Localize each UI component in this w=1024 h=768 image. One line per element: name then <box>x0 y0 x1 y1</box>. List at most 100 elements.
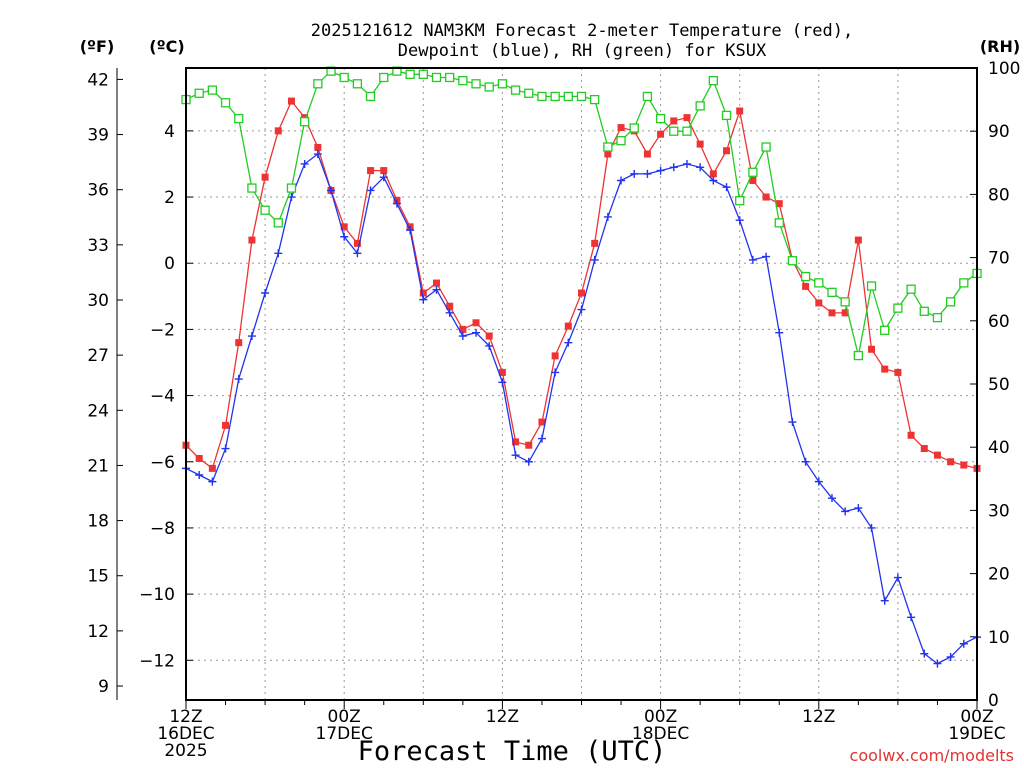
temperature-point <box>578 289 585 297</box>
rh-point <box>471 79 481 89</box>
rh-point <box>537 91 547 102</box>
rh-point <box>642 91 653 102</box>
temperature-point <box>222 421 230 429</box>
rh-point <box>220 98 231 108</box>
temperature-point <box>960 461 968 469</box>
time-tick-label: 18DEC <box>632 724 689 744</box>
rh-point <box>853 350 863 361</box>
dewpoint-point <box>762 252 771 261</box>
dewpoint-point <box>880 596 889 605</box>
temperature-point <box>868 345 876 353</box>
rh-point <box>458 75 468 86</box>
dewpoint-point <box>274 249 283 258</box>
rh-point <box>313 79 323 89</box>
rh-point <box>524 88 534 98</box>
rh-point <box>273 218 283 228</box>
rh-point <box>550 91 560 102</box>
temperature-point <box>736 107 744 115</box>
dewpoint-point <box>814 477 823 486</box>
celsius-tick-label: 4 <box>164 122 175 142</box>
rh-point <box>590 94 600 105</box>
rh-tick-label: 30 <box>988 501 1010 521</box>
rh-point <box>286 183 297 193</box>
temperature-point <box>512 438 520 446</box>
celsius-tick-label: −6 <box>150 453 175 473</box>
fahrenheit-tick-label: 30 <box>87 291 109 311</box>
dewpoint-point <box>472 328 481 337</box>
fahrenheit-tick-label: 18 <box>87 512 109 532</box>
rh-point <box>866 281 877 291</box>
fahrenheit-tick-label: 33 <box>87 236 109 256</box>
temperature-point <box>841 309 849 317</box>
temperature-point <box>709 170 717 178</box>
time-tick-label: 17DEC <box>316 724 373 744</box>
fahrenheit-tick-label: 27 <box>87 346 109 366</box>
temperature-point <box>195 454 203 462</box>
celsius-tick-label: 0 <box>164 254 175 274</box>
fahrenheit-unit-label: (ºF) <box>80 37 115 56</box>
temperature-point <box>538 418 546 426</box>
temperature-point <box>604 150 612 158</box>
time-tick-label: 00Z <box>960 707 993 727</box>
dewpoint-point <box>682 159 691 168</box>
dewpoint-point <box>696 163 705 172</box>
rh-point <box>352 79 363 89</box>
dewpoint-point <box>327 186 336 195</box>
rh-tick-label: 40 <box>988 438 1010 458</box>
fahrenheit-tick-label: 24 <box>87 401 109 421</box>
time-tick-label: 00Z <box>328 707 361 727</box>
dewpoint-point <box>208 477 217 486</box>
rh-point <box>445 72 455 83</box>
temperature-point <box>274 127 282 135</box>
fahrenheit-tick-label: 21 <box>87 456 109 476</box>
temperature-point <box>248 236 256 244</box>
rh-point <box>945 297 956 307</box>
temperature-point <box>683 114 691 122</box>
dewpoint-point <box>392 199 401 208</box>
dewpoint-point <box>748 255 757 264</box>
temperature-point <box>723 147 731 155</box>
temperature-point <box>485 332 493 340</box>
time-tick-label: 12Z <box>802 707 835 727</box>
rh-point <box>814 278 824 288</box>
temperature-point <box>340 223 348 231</box>
fahrenheit-tick-label: 42 <box>87 70 109 90</box>
dewpoint-point <box>735 216 744 225</box>
temperature-point <box>762 193 770 201</box>
temperature-point <box>802 282 810 290</box>
dewpoint-point <box>669 163 678 172</box>
plot-frame <box>185 67 978 701</box>
dewpoint-point <box>221 444 230 453</box>
temperature-point <box>498 368 506 376</box>
chart-title-line1: 2025121612 NAM3KM Forecast 2-meter Tempe… <box>311 21 853 41</box>
rh-point <box>405 69 415 79</box>
dewpoint-point <box>340 232 349 241</box>
rh-point <box>379 72 389 83</box>
dewpoint-point <box>893 573 902 582</box>
rh-point <box>603 142 613 152</box>
dewpoint-point <box>498 378 507 387</box>
time-tick-label: 19DEC <box>948 724 1005 744</box>
time-tick-label: 2025 <box>164 741 207 761</box>
temperature-point <box>564 322 572 330</box>
rh-point <box>708 75 718 86</box>
dewpoint-point <box>643 169 652 178</box>
dewpoint-point <box>841 507 850 516</box>
chart-title-line2: Dewpoint (blue), RH (green) for KSUX <box>398 41 767 61</box>
series-temperature <box>182 97 981 472</box>
rh-point <box>247 183 257 193</box>
dewpoint-point <box>234 375 243 384</box>
rh-point <box>932 312 943 323</box>
time-tick-label: 16DEC <box>157 724 214 744</box>
temperature-point <box>920 445 928 453</box>
rh-point <box>497 79 508 89</box>
rh-point <box>906 284 916 294</box>
x-axis-label: Forecast Time (UTC) <box>358 736 667 767</box>
dewpoint-point <box>458 332 467 341</box>
dewpoint-point <box>946 652 955 661</box>
dewpoint-point <box>524 457 533 466</box>
dewpoint-point <box>617 176 626 185</box>
dewpoint-point <box>511 451 520 460</box>
temperature-point <box>894 368 902 376</box>
